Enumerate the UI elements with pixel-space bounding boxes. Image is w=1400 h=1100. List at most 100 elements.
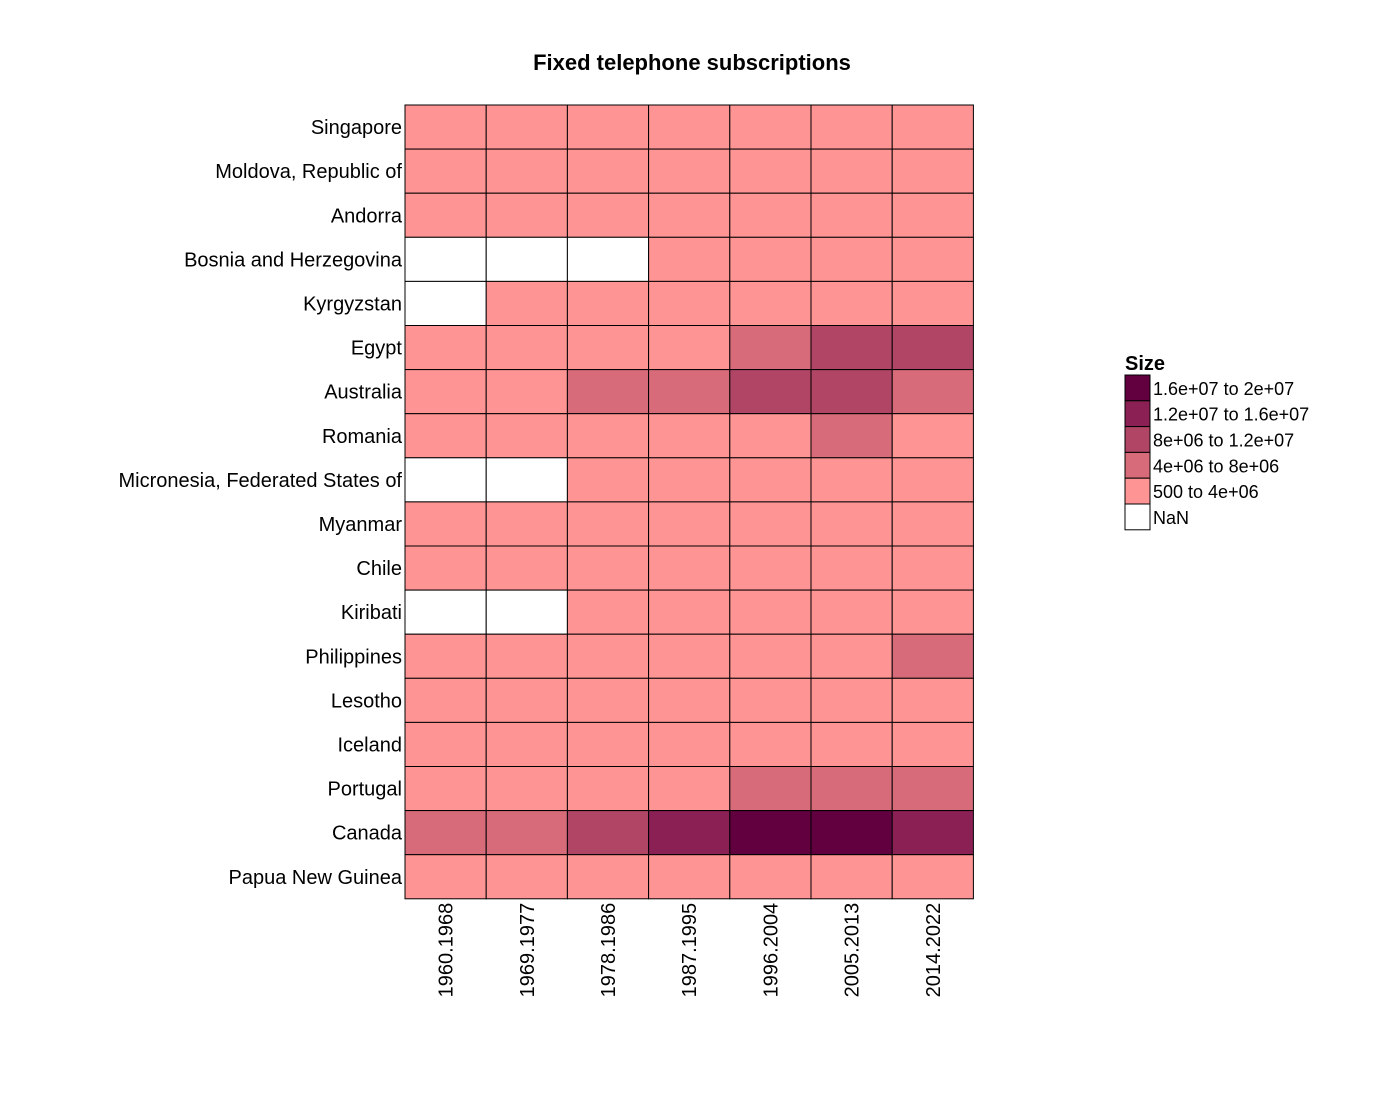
heatmap-cell (566, 413, 650, 459)
heatmap-cell (810, 192, 893, 238)
y-tick-label: Andorra (331, 205, 403, 227)
heatmap-cell (648, 677, 731, 723)
heatmap-cell (810, 280, 893, 326)
heatmap-cell (891, 369, 974, 415)
heatmap-cells (404, 104, 974, 900)
heatmap-cell (566, 810, 650, 856)
heatmap-cell (729, 545, 812, 591)
heatmap-cell (404, 545, 487, 591)
heatmap-cell (404, 589, 487, 635)
heatmap-cell (404, 236, 487, 282)
heatmap-cell (729, 192, 812, 238)
heatmap-cell (566, 589, 650, 635)
heatmap-cell (729, 413, 812, 459)
heatmap-cell (648, 236, 731, 282)
heatmap-cell (891, 854, 974, 900)
y-tick-label: Australia (324, 382, 403, 404)
y-tick-label: Romania (322, 426, 403, 448)
heatmap-cell (404, 854, 487, 900)
heatmap-cell (729, 236, 812, 282)
heatmap-cell (648, 457, 731, 503)
heatmap-cell (485, 766, 568, 812)
heatmap-cell (891, 192, 974, 238)
heatmap-cell (566, 677, 650, 723)
legend-swatch (1124, 426, 1151, 453)
heatmap-cell (648, 501, 731, 547)
y-axis-labels: Singapore Moldova, Republic of Andorra Bosn… (119, 117, 403, 889)
heatmap-cell (648, 413, 731, 459)
heatmap-cell (404, 457, 487, 503)
heatmap-cell (891, 104, 974, 150)
y-tick-label: Bosnia and Herzegovina (184, 249, 403, 271)
x-tick-label: 1960.1968 (436, 903, 458, 998)
heatmap-cell (648, 589, 731, 635)
heatmap-cell (729, 369, 812, 415)
heatmap-cell (729, 104, 812, 150)
heatmap-cell (404, 501, 487, 547)
heatmap-cell (648, 721, 731, 768)
heatmap-cell (648, 633, 731, 679)
heatmap-cell (404, 325, 487, 371)
heatmap-cell (810, 810, 893, 856)
heatmap-cell (729, 457, 812, 503)
heatmap-cell (810, 369, 893, 415)
heatmap-cell (404, 633, 487, 679)
heatmap-cell (648, 810, 731, 856)
heatmap-cell (404, 766, 487, 812)
heatmap-cell (891, 413, 974, 459)
heatmap-cell (891, 721, 974, 768)
legend-label: NaN (1153, 508, 1189, 528)
heatmap-cell (648, 192, 731, 238)
heatmap-cell (648, 545, 731, 591)
legend: Size 1.6e+07 to 2e+07 1.2e+07 to 1.6e+07 8… (1124, 353, 1309, 531)
heatmap-cell (810, 854, 893, 900)
heatmap-cell (566, 325, 650, 371)
heatmap-cell (891, 325, 974, 371)
heatmap-cell (566, 280, 650, 326)
legend-swatch (1124, 477, 1151, 505)
legend-swatch (1124, 451, 1151, 479)
y-tick-label: Kyrgyzstan (303, 293, 402, 315)
heatmap-cell (810, 545, 893, 591)
heatmap-cell (729, 677, 812, 723)
heatmap-cell (485, 104, 568, 150)
y-tick-label: Chile (356, 558, 402, 580)
heatmap-cell (891, 148, 974, 194)
heatmap-cell (485, 369, 568, 415)
heatmap-cell (810, 721, 893, 768)
legend-label: 1.6e+07 to 2e+07 (1153, 379, 1294, 399)
chart-title: Fixed telephone subscriptions (533, 50, 851, 75)
heatmap-cell (485, 633, 568, 679)
heatmap-cell (810, 589, 893, 635)
heatmap-cell (729, 280, 812, 326)
y-tick-label: Moldova, Republic of (215, 161, 402, 183)
heatmap-cell (485, 457, 568, 503)
heatmap-cell (566, 633, 650, 679)
heatmap-cell (729, 501, 812, 547)
heatmap-cell (810, 457, 893, 503)
x-axis-labels: 1960.1968 1969.1977 1978.1986 1987.1995 1996… (436, 903, 945, 998)
heatmap-cell (891, 236, 974, 282)
heatmap-cell (485, 236, 568, 282)
heatmap-cell (485, 413, 568, 459)
heatmap-cell (566, 457, 650, 503)
heatmap-cell (566, 369, 650, 415)
heatmap-cell (891, 589, 974, 635)
heatmap-cell (485, 148, 568, 194)
heatmap-cell (648, 148, 731, 194)
heatmap-cell (810, 236, 893, 282)
heatmap-cell (566, 104, 650, 150)
heatmap-cell (729, 633, 812, 679)
heatmap-cell (566, 766, 650, 812)
heatmap-cell (891, 810, 974, 856)
y-tick-label: Kiribati (341, 602, 402, 624)
heatmap-cell (810, 413, 893, 459)
heatmap-cell (404, 721, 487, 768)
heatmap-cell (810, 104, 893, 150)
y-tick-label: Lesotho (331, 690, 402, 712)
heatmap-cell (729, 589, 812, 635)
heatmap-cell (485, 545, 568, 591)
heatmap-cell (485, 721, 568, 768)
heatmap-cell (404, 148, 487, 194)
